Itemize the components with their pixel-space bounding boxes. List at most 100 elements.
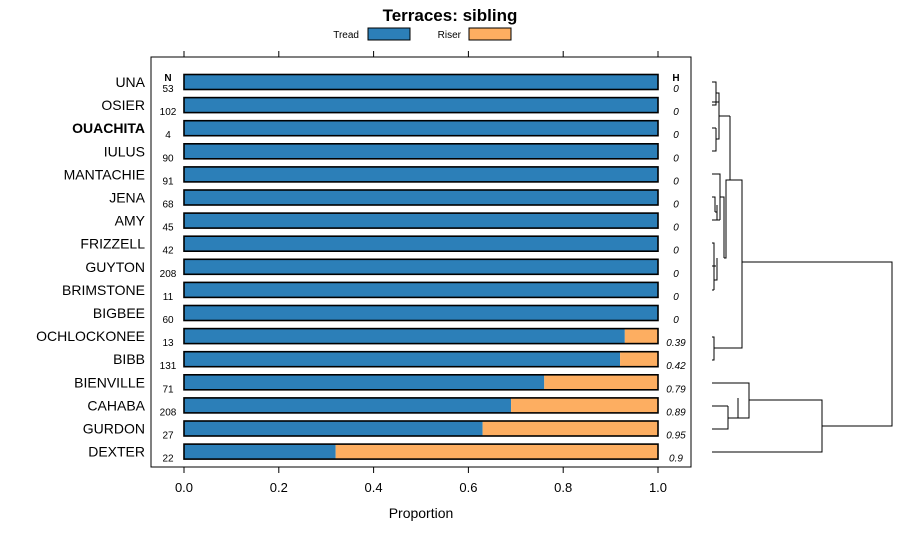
bar-row: IULUS 90 0	[104, 143, 679, 164]
category-label: OSIER	[101, 97, 145, 113]
h-value: 0	[673, 246, 679, 257]
bar-outline	[183, 235, 659, 252]
category-label: CAHABA	[87, 397, 145, 413]
bar-segment-tread	[184, 351, 621, 367]
n-value: 27	[162, 431, 174, 442]
n-value: 22	[162, 454, 174, 465]
category-label: GUYTON	[85, 259, 145, 275]
bar-segment-tread	[184, 143, 658, 159]
bar-segment-tread	[184, 259, 658, 275]
category-label: IULUS	[104, 143, 145, 159]
bar-outline	[183, 189, 659, 206]
category-label: BIBB	[113, 351, 145, 367]
bar-segment-tread	[184, 190, 658, 205]
h-value: 0.39	[666, 338, 686, 349]
h-value: 0	[673, 200, 679, 211]
legend-swatch-riser	[468, 27, 512, 41]
h-value: 0	[673, 84, 679, 95]
h-value: 0.89	[666, 407, 686, 418]
bar-outline	[183, 73, 659, 91]
h-value: 0.95	[666, 431, 686, 442]
h-value: 0.9	[669, 454, 683, 465]
h-value: 0	[673, 107, 679, 118]
bar-outline	[183, 96, 659, 114]
n-value: 90	[162, 153, 174, 164]
bar-outline	[183, 420, 659, 437]
category-label: UNA	[115, 74, 145, 90]
dendrogram-cluster-2	[712, 116, 731, 291]
n-value: 4	[165, 130, 171, 141]
bar-row: CAHABA 208 0.89	[87, 397, 686, 418]
h-value: 0	[673, 315, 679, 326]
dendrogram-cluster-4	[712, 261, 893, 453]
bar-row: BRIMSTONE 11 0	[62, 281, 679, 303]
bar-outline	[183, 397, 659, 414]
n-value: 68	[162, 200, 174, 211]
n-value: 131	[160, 361, 177, 372]
bar-segment-riser	[544, 374, 658, 390]
n-value: 91	[162, 176, 174, 187]
h-value: 0	[673, 223, 679, 234]
dendrogram-cluster-1	[712, 81, 730, 152]
bar-row: GUYTON 208 0	[85, 258, 679, 280]
category-label: OCHLOCKONEE	[36, 328, 145, 344]
bar-segment-tread	[184, 444, 336, 460]
category-label: BIENVILLE	[74, 374, 145, 390]
bar-segment-tread	[184, 97, 658, 113]
chart-title: Terraces: sibling	[383, 6, 518, 25]
h-value: 0	[673, 269, 679, 280]
dendrogram	[712, 81, 893, 453]
bar-segment-tread	[184, 328, 625, 344]
bar-segment-tread	[184, 421, 483, 436]
legend-swatch-tread	[367, 27, 411, 41]
x-tick-label: 0.8	[554, 480, 572, 495]
bar-outline	[183, 304, 659, 322]
bar-row: JENA 68 0	[109, 189, 679, 211]
h-value: 0	[673, 292, 679, 303]
bar-outline	[183, 327, 659, 345]
category-label: MANTACHIE	[64, 166, 145, 182]
bar-outline	[183, 212, 659, 229]
bar-outline	[183, 119, 659, 137]
bar-row: GURDON 27 0.95	[83, 420, 686, 442]
x-tick-label: 0.6	[459, 480, 477, 495]
bar-row: BIBB 131 0.42	[113, 350, 686, 372]
bar-segment-riser	[482, 421, 658, 436]
bar-segment-tread	[184, 120, 658, 136]
n-value: 13	[162, 338, 174, 349]
x-tick-label: 0.2	[270, 480, 288, 495]
bar-row: UNA 53 0	[115, 73, 679, 95]
bar-outline	[183, 281, 659, 299]
bar-segment-tread	[184, 374, 545, 390]
category-label: GURDON	[83, 421, 145, 437]
n-value: 53	[162, 84, 174, 95]
n-value: 45	[162, 223, 174, 234]
bar-row: BIGBEE 60 0	[93, 304, 679, 326]
category-label: BRIMSTONE	[62, 282, 145, 298]
bar-row: DEXTER 22 0.9	[88, 443, 683, 465]
bar-segment-tread	[184, 213, 658, 229]
n-value: 208	[160, 269, 177, 280]
bar-segment-tread	[184, 74, 658, 90]
n-value: 208	[160, 407, 177, 418]
category-label: BIGBEE	[93, 305, 145, 321]
bar-segment-tread	[184, 166, 658, 182]
legend-label-tread: Tread	[333, 30, 359, 41]
bar-segment-tread	[184, 397, 512, 413]
bar-row: OUACHITA 4 0	[72, 119, 679, 141]
bar-segment-riser	[620, 351, 658, 367]
bar-row: OCHLOCKONEE 13 0.39	[36, 327, 686, 349]
n-value: 11	[163, 292, 174, 303]
bar-outline	[183, 258, 659, 276]
bar-segment-tread	[184, 282, 658, 298]
n-column-header: N	[164, 73, 171, 84]
x-axis: 0.0 0.2 0.4 0.6 0.8 1.0	[175, 51, 667, 495]
bar-row: MANTACHIE 91 0	[64, 166, 679, 187]
dendrogram-cluster-3	[712, 179, 743, 361]
n-value: 71	[162, 384, 174, 395]
category-label: AMY	[115, 213, 146, 229]
legend: Tread Riser	[333, 27, 512, 41]
bar-row: AMY 45 0	[115, 212, 679, 234]
bar-outline	[183, 350, 659, 368]
x-tick-label: 0.0	[175, 480, 193, 495]
